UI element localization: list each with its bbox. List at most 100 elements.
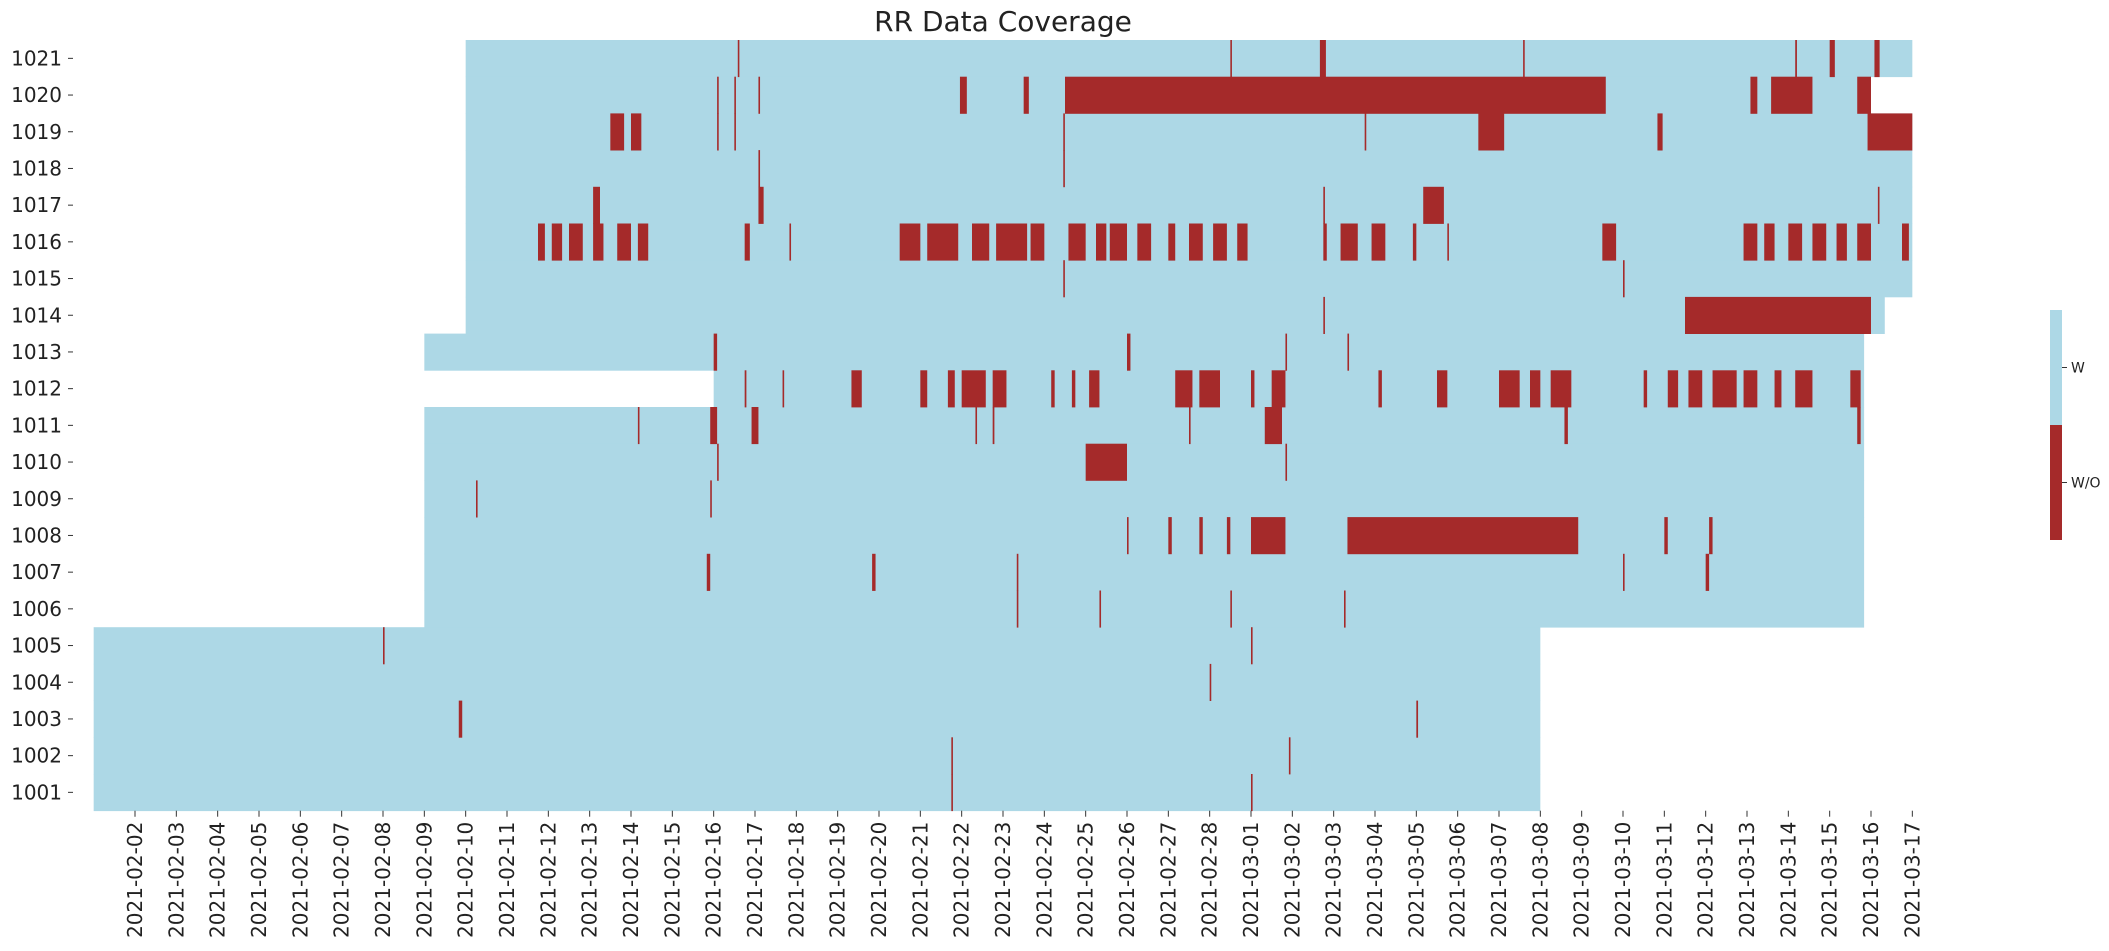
coverage-bar-1019 (465, 113, 1913, 151)
missing-segment-1007 (706, 553, 711, 591)
y-tick-label: 1002 (11, 744, 62, 768)
y-tick-label: 1016 (11, 230, 62, 254)
missing-segment-1011 (992, 407, 995, 445)
missing-segment-1021 (1523, 40, 1525, 78)
missing-segment-1017 (593, 186, 600, 224)
x-tick-label: 2021-02-04 (206, 822, 230, 938)
missing-segment-1014 (1685, 296, 1871, 334)
missing-segment-1019 (1867, 113, 1913, 151)
missing-segment-1007 (1705, 553, 1710, 591)
coverage-bar-1010 (424, 443, 1865, 481)
missing-segment-1020 (1771, 76, 1813, 114)
x-tick-label: 2021-02-13 (578, 822, 602, 938)
x-tick-label: 2021-03-04 (1363, 822, 1387, 938)
missing-segment-1009 (710, 480, 712, 518)
missing-segment-1012 (782, 370, 785, 408)
y-tick-label: 1009 (11, 487, 62, 511)
x-tick-label: 2021-03-07 (1487, 822, 1511, 938)
legend-label-with: W (2071, 361, 2085, 377)
missing-segment-1016 (551, 223, 563, 261)
missing-segment-1016 (1137, 223, 1152, 261)
x-tick-label: 2021-02-07 (330, 822, 354, 938)
missing-segment-1016 (637, 223, 649, 261)
coverage-bar-1007 (424, 553, 1865, 591)
missing-segment-1019 (1063, 113, 1065, 151)
y-tick-label: 1017 (11, 193, 62, 217)
chart-title: RR Data Coverage (874, 5, 1132, 38)
missing-segment-1008 (1347, 517, 1579, 555)
missing-segment-1021 (737, 40, 740, 78)
missing-segment-1016 (1323, 223, 1327, 261)
y-tick-label: 1004 (11, 670, 62, 694)
missing-segment-1020 (1857, 76, 1871, 114)
x-tick-label: 2021-02-06 (288, 822, 312, 938)
x-tick-label: 2021-02-26 (1115, 822, 1139, 938)
missing-segment-1019 (631, 113, 642, 151)
coverage-bar-1018 (465, 150, 1913, 188)
missing-segment-1016 (617, 223, 631, 261)
missing-segment-1007 (1623, 553, 1625, 591)
missing-segment-1016 (1189, 223, 1203, 261)
missing-segment-1011 (975, 407, 978, 445)
missing-segment-1014 (1323, 296, 1325, 334)
legend-swatch-with (2050, 310, 2062, 425)
missing-segment-1012 (1643, 370, 1648, 408)
missing-segment-1020 (959, 76, 967, 114)
x-tick-label: 2021-03-17 (1900, 822, 1924, 938)
missing-segment-1015 (1063, 260, 1065, 298)
missing-segment-1020 (758, 76, 761, 114)
missing-segment-1012 (992, 370, 1007, 408)
missing-segment-1019 (1478, 113, 1505, 151)
missing-segment-1002 (1288, 737, 1291, 775)
missing-segment-1008 (1226, 517, 1231, 555)
missing-segment-1016 (1764, 223, 1775, 261)
missing-segment-1021 (1795, 40, 1797, 78)
missing-segment-1012 (920, 370, 928, 408)
x-tick-label: 2021-02-23 (991, 822, 1015, 938)
missing-segment-1010 (1285, 443, 1288, 481)
legend-label-without: W/O (2071, 476, 2101, 492)
missing-segment-1016 (1857, 223, 1871, 261)
missing-segment-1005 (383, 627, 385, 665)
missing-segment-1012 (1712, 370, 1737, 408)
y-tick-label: 1020 (11, 83, 62, 107)
missing-segment-1009 (476, 480, 478, 518)
missing-segment-1020 (1750, 76, 1758, 114)
missing-segment-1008 (1127, 517, 1129, 555)
missing-segment-1008 (1251, 517, 1286, 555)
missing-segment-1017 (758, 186, 764, 224)
missing-segment-1012 (1175, 370, 1193, 408)
missing-segment-1010 (717, 443, 719, 481)
x-tick-label: 2021-02-27 (1156, 822, 1180, 938)
missing-segment-1016 (1237, 223, 1248, 261)
missing-segments (383, 40, 1913, 812)
missing-segment-1001 (1251, 774, 1253, 812)
missing-segment-1016 (1109, 223, 1127, 261)
missing-segment-1011 (637, 407, 640, 445)
coverage-bar-1004 (93, 663, 1541, 701)
missing-segment-1008 (1664, 517, 1668, 555)
y-tick-label: 1006 (11, 597, 62, 621)
x-tick-label: 2021-02-03 (164, 822, 188, 938)
missing-segment-1012 (1530, 370, 1541, 408)
missing-segment-1016 (1812, 223, 1827, 261)
missing-segment-1016 (1371, 223, 1386, 261)
missing-segment-1016 (1902, 223, 1909, 261)
coverage-bar-1006 (424, 590, 1865, 628)
x-tick-label: 2021-03-13 (1735, 822, 1759, 938)
missing-segment-1013 (1347, 333, 1350, 371)
missing-segment-1019 (1657, 113, 1663, 151)
x-tick-label: 2021-03-16 (1859, 822, 1883, 938)
coverage-bar-1013 (424, 333, 1865, 371)
missing-segment-1015 (1623, 260, 1625, 298)
missing-segment-1021 (1319, 40, 1326, 78)
coverage-bar-1011 (424, 407, 1865, 445)
missing-segment-1012 (1199, 370, 1220, 408)
y-axis-labels: 1021 1020 1019 1018 1017 1016 1015 1014 1013 1012… (11, 46, 73, 804)
missing-segment-1008 (1709, 517, 1713, 555)
heatmap-cells (93, 40, 1913, 812)
missing-segment-1012 (1667, 370, 1679, 408)
missing-segment-1012 (1437, 370, 1448, 408)
missing-segment-1012 (1271, 370, 1286, 408)
missing-segment-1020 (734, 76, 736, 114)
